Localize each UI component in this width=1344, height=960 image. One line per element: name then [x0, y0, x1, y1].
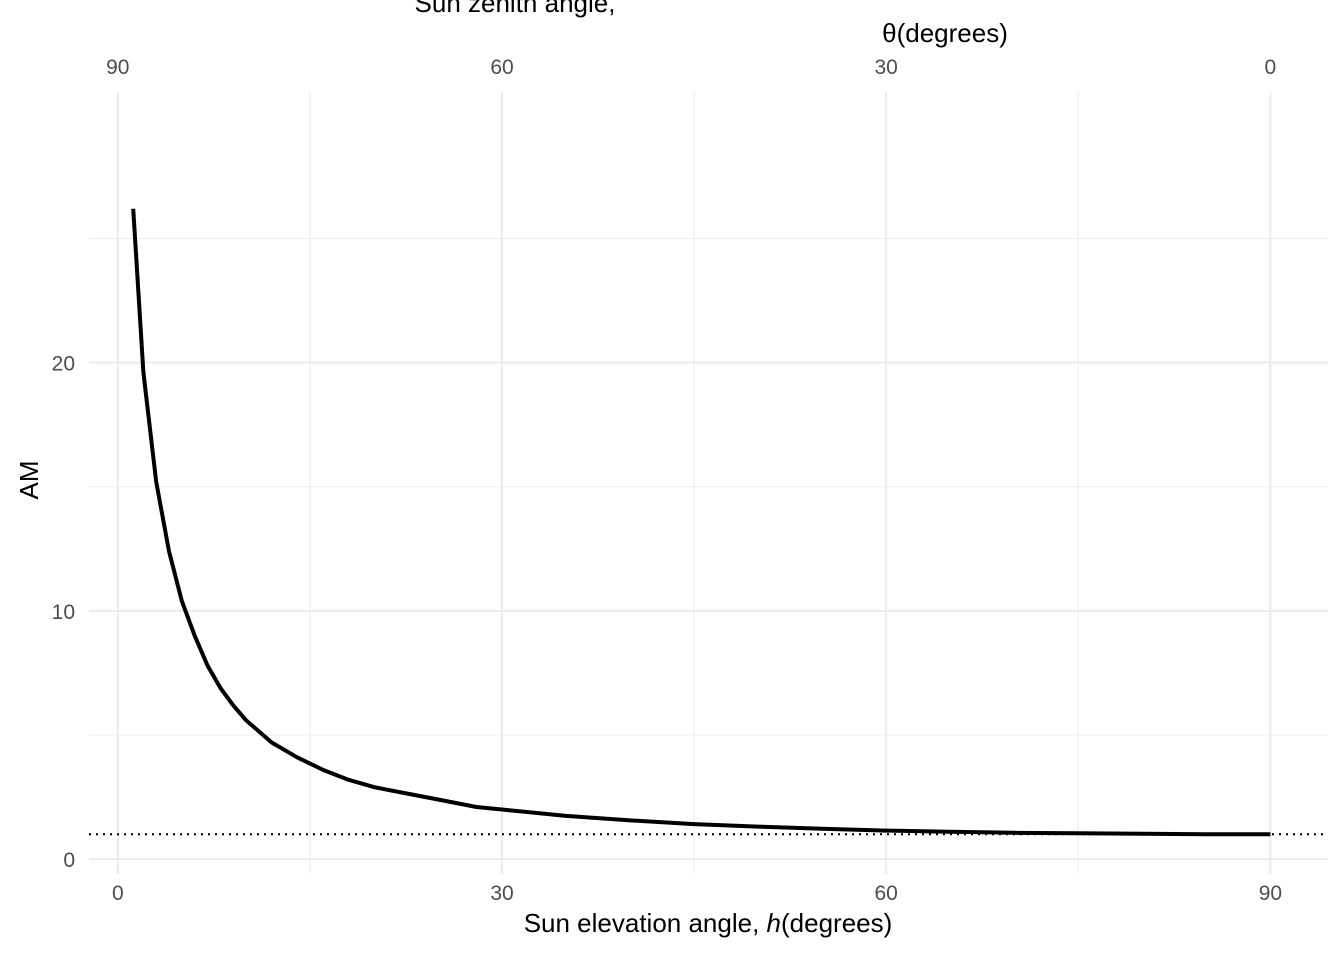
grid	[89, 92, 1328, 874]
x-axis-title-suffix: (degrees)	[781, 908, 892, 938]
series-layer	[131, 208, 1271, 837]
x-tick-label: 0	[112, 882, 124, 905]
y-axis-title: AM	[14, 461, 44, 500]
top-tick-label: 30	[875, 56, 898, 79]
top-axis-title-line1: Sun zenith angle,	[415, 0, 616, 18]
top-tick-label: 0	[1265, 56, 1277, 79]
tick-labels: 0 30 60 90 90 60 30 0 0 10 20	[52, 56, 1282, 905]
x-tick-label: 90	[1259, 882, 1282, 905]
top-tick-label: 90	[106, 56, 129, 79]
top-tick-label: 60	[490, 56, 513, 79]
x-axis-title: Sun elevation angle, h(degrees)	[524, 908, 893, 938]
y-tick-label: 20	[52, 353, 75, 376]
x-axis-title-prefix: Sun elevation angle,	[524, 908, 767, 938]
top-axis-title-line2: θ(degrees)	[882, 18, 1008, 48]
x-tick-label: 30	[490, 882, 513, 905]
x-tick-label: 60	[875, 882, 898, 905]
y-tick-label: 10	[52, 601, 75, 624]
x-axis-title-symbol: h	[767, 908, 781, 938]
y-tick-label: 0	[63, 849, 75, 872]
air-mass-curve	[131, 208, 1271, 837]
